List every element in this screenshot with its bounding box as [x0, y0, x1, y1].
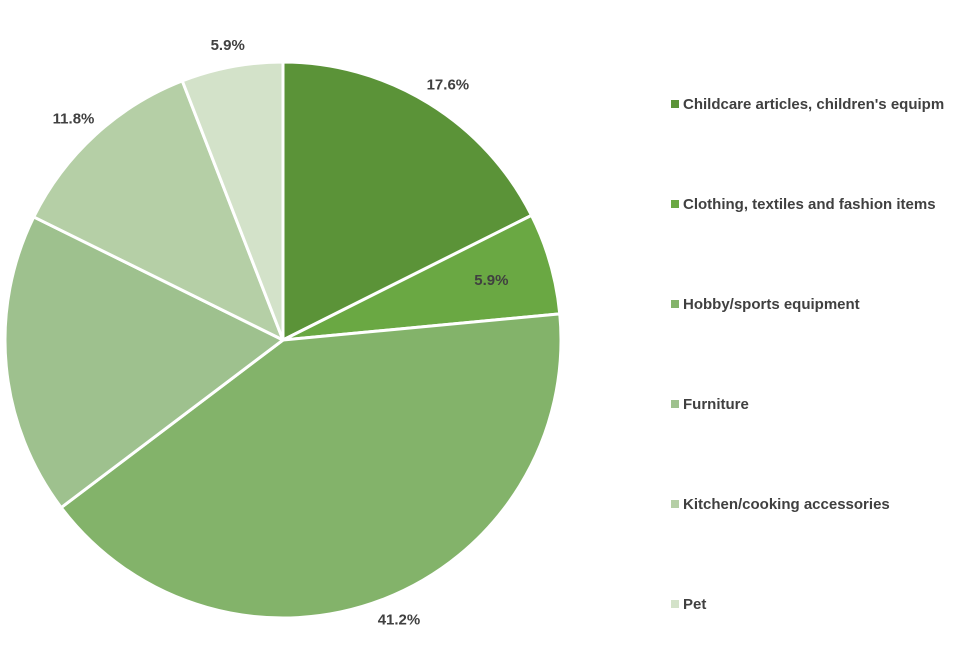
legend-label: Kitchen/cooking accessories [683, 496, 890, 513]
legend-label: Pet [683, 596, 706, 613]
pie-slice-hobby-sports-equipment [59, 312, 563, 620]
data-label-pet: 5.9% [211, 37, 245, 54]
legend-item-kitchen-cooking-accessories: Kitchen/cooking accessories [671, 496, 890, 513]
legend-item-pet: Pet [671, 596, 706, 613]
legend-item-furniture: Furniture [671, 396, 749, 413]
legend-label: Clothing, textiles and fashion items [683, 196, 936, 213]
data-label-clothing-textiles-and-fashion-items: 5.9% [474, 272, 508, 289]
pie-slice-childcare-articles-children-s-equipm [281, 60, 533, 342]
legend-swatch [671, 500, 679, 508]
data-label-childcare-articles-children-s-equipm: 17.6% [427, 77, 470, 94]
legend-label: Furniture [683, 396, 749, 413]
data-labels: 17.6%5.9%41.2%17.6%11.8%5.9% [53, 37, 509, 629]
legend-item-hobby-sports-equipment: Hobby/sports equipment [671, 296, 860, 313]
legend-label: Hobby/sports equipment [683, 296, 860, 313]
legend: Childcare articles, children's equipm Clo… [671, 96, 944, 613]
legend-swatch [671, 600, 679, 608]
data-label-kitchen-cooking-accessories: 11.8% [53, 111, 95, 128]
legend-item-clothing-textiles-and-fashion-items: Clothing, textiles and fashion items [671, 196, 936, 213]
data-label-hobby-sports-equipment: 41.2% [378, 612, 421, 629]
pie-slice-pet [180, 60, 285, 342]
pie-slice-furniture [3, 215, 285, 510]
legend-swatch [671, 300, 679, 308]
legend-swatch [671, 400, 679, 408]
legend-swatch [671, 200, 679, 208]
legend-item-childcare-articles-children-s-equipm: Childcare articles, children's equipm [671, 96, 944, 113]
legend-label: Childcare articles, children's equipm [683, 96, 944, 113]
legend-swatch [671, 100, 679, 108]
pie-slices [3, 60, 563, 620]
pie-slice-kitchen-cooking-accessories [32, 79, 285, 342]
